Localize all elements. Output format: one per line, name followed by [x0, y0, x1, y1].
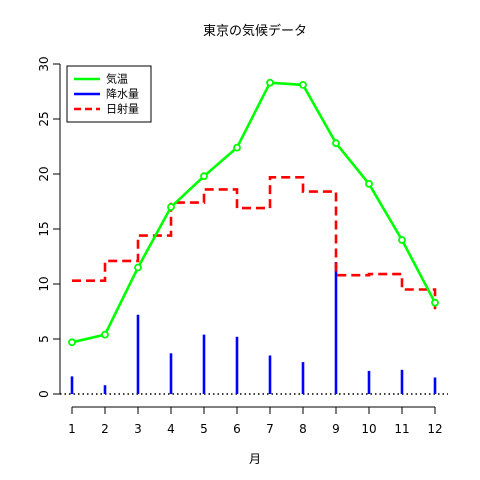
- y-tick-label: 15: [37, 221, 51, 236]
- temperature-point: [365, 179, 373, 188]
- chart-title: 東京の気候データ: [203, 23, 307, 39]
- temperature-point: [398, 236, 406, 244]
- x-tick-label: 1: [68, 422, 76, 436]
- temperature-point: [200, 172, 208, 181]
- y-tick-label: 0: [37, 390, 51, 398]
- y-tick-label: 10: [37, 276, 51, 291]
- legend-label: 降水量: [106, 87, 139, 101]
- x-axis-label: 月: [249, 452, 261, 466]
- x-tick-label: 10: [361, 422, 376, 436]
- x-tick-label: 3: [134, 422, 142, 436]
- temperature-point: [332, 139, 340, 148]
- legend-label: 日射量: [106, 102, 139, 116]
- x-tick-label: 7: [266, 422, 274, 436]
- x-tick-label: 8: [299, 422, 307, 436]
- y-tick-label: 25: [37, 111, 51, 126]
- x-tick-label: 12: [427, 422, 442, 436]
- y-tick-label: 5: [37, 335, 51, 343]
- legend-label: 気温: [106, 72, 128, 86]
- x-tick-label: 11: [394, 422, 409, 436]
- temperature-point: [68, 338, 76, 347]
- solar-radiation-line: [72, 176, 437, 310]
- temperature-point: [233, 143, 241, 152]
- temperature-point: [299, 81, 307, 89]
- temperature-point: [431, 298, 439, 307]
- y-tick-label: 20: [37, 166, 51, 181]
- x-tick-label: 6: [233, 422, 241, 436]
- temperature-point: [134, 263, 142, 272]
- y-tick-label: 30: [37, 56, 51, 71]
- x-tick-label: 4: [167, 422, 175, 436]
- temperature-line: [71, 81, 437, 344]
- x-tick-label: 5: [200, 422, 208, 436]
- x-tick-label: 2: [101, 422, 109, 436]
- temperature-point: [266, 78, 274, 87]
- temperature-point: [101, 330, 109, 339]
- x-tick-label: 9: [332, 422, 340, 436]
- temperature-point: [167, 203, 175, 211]
